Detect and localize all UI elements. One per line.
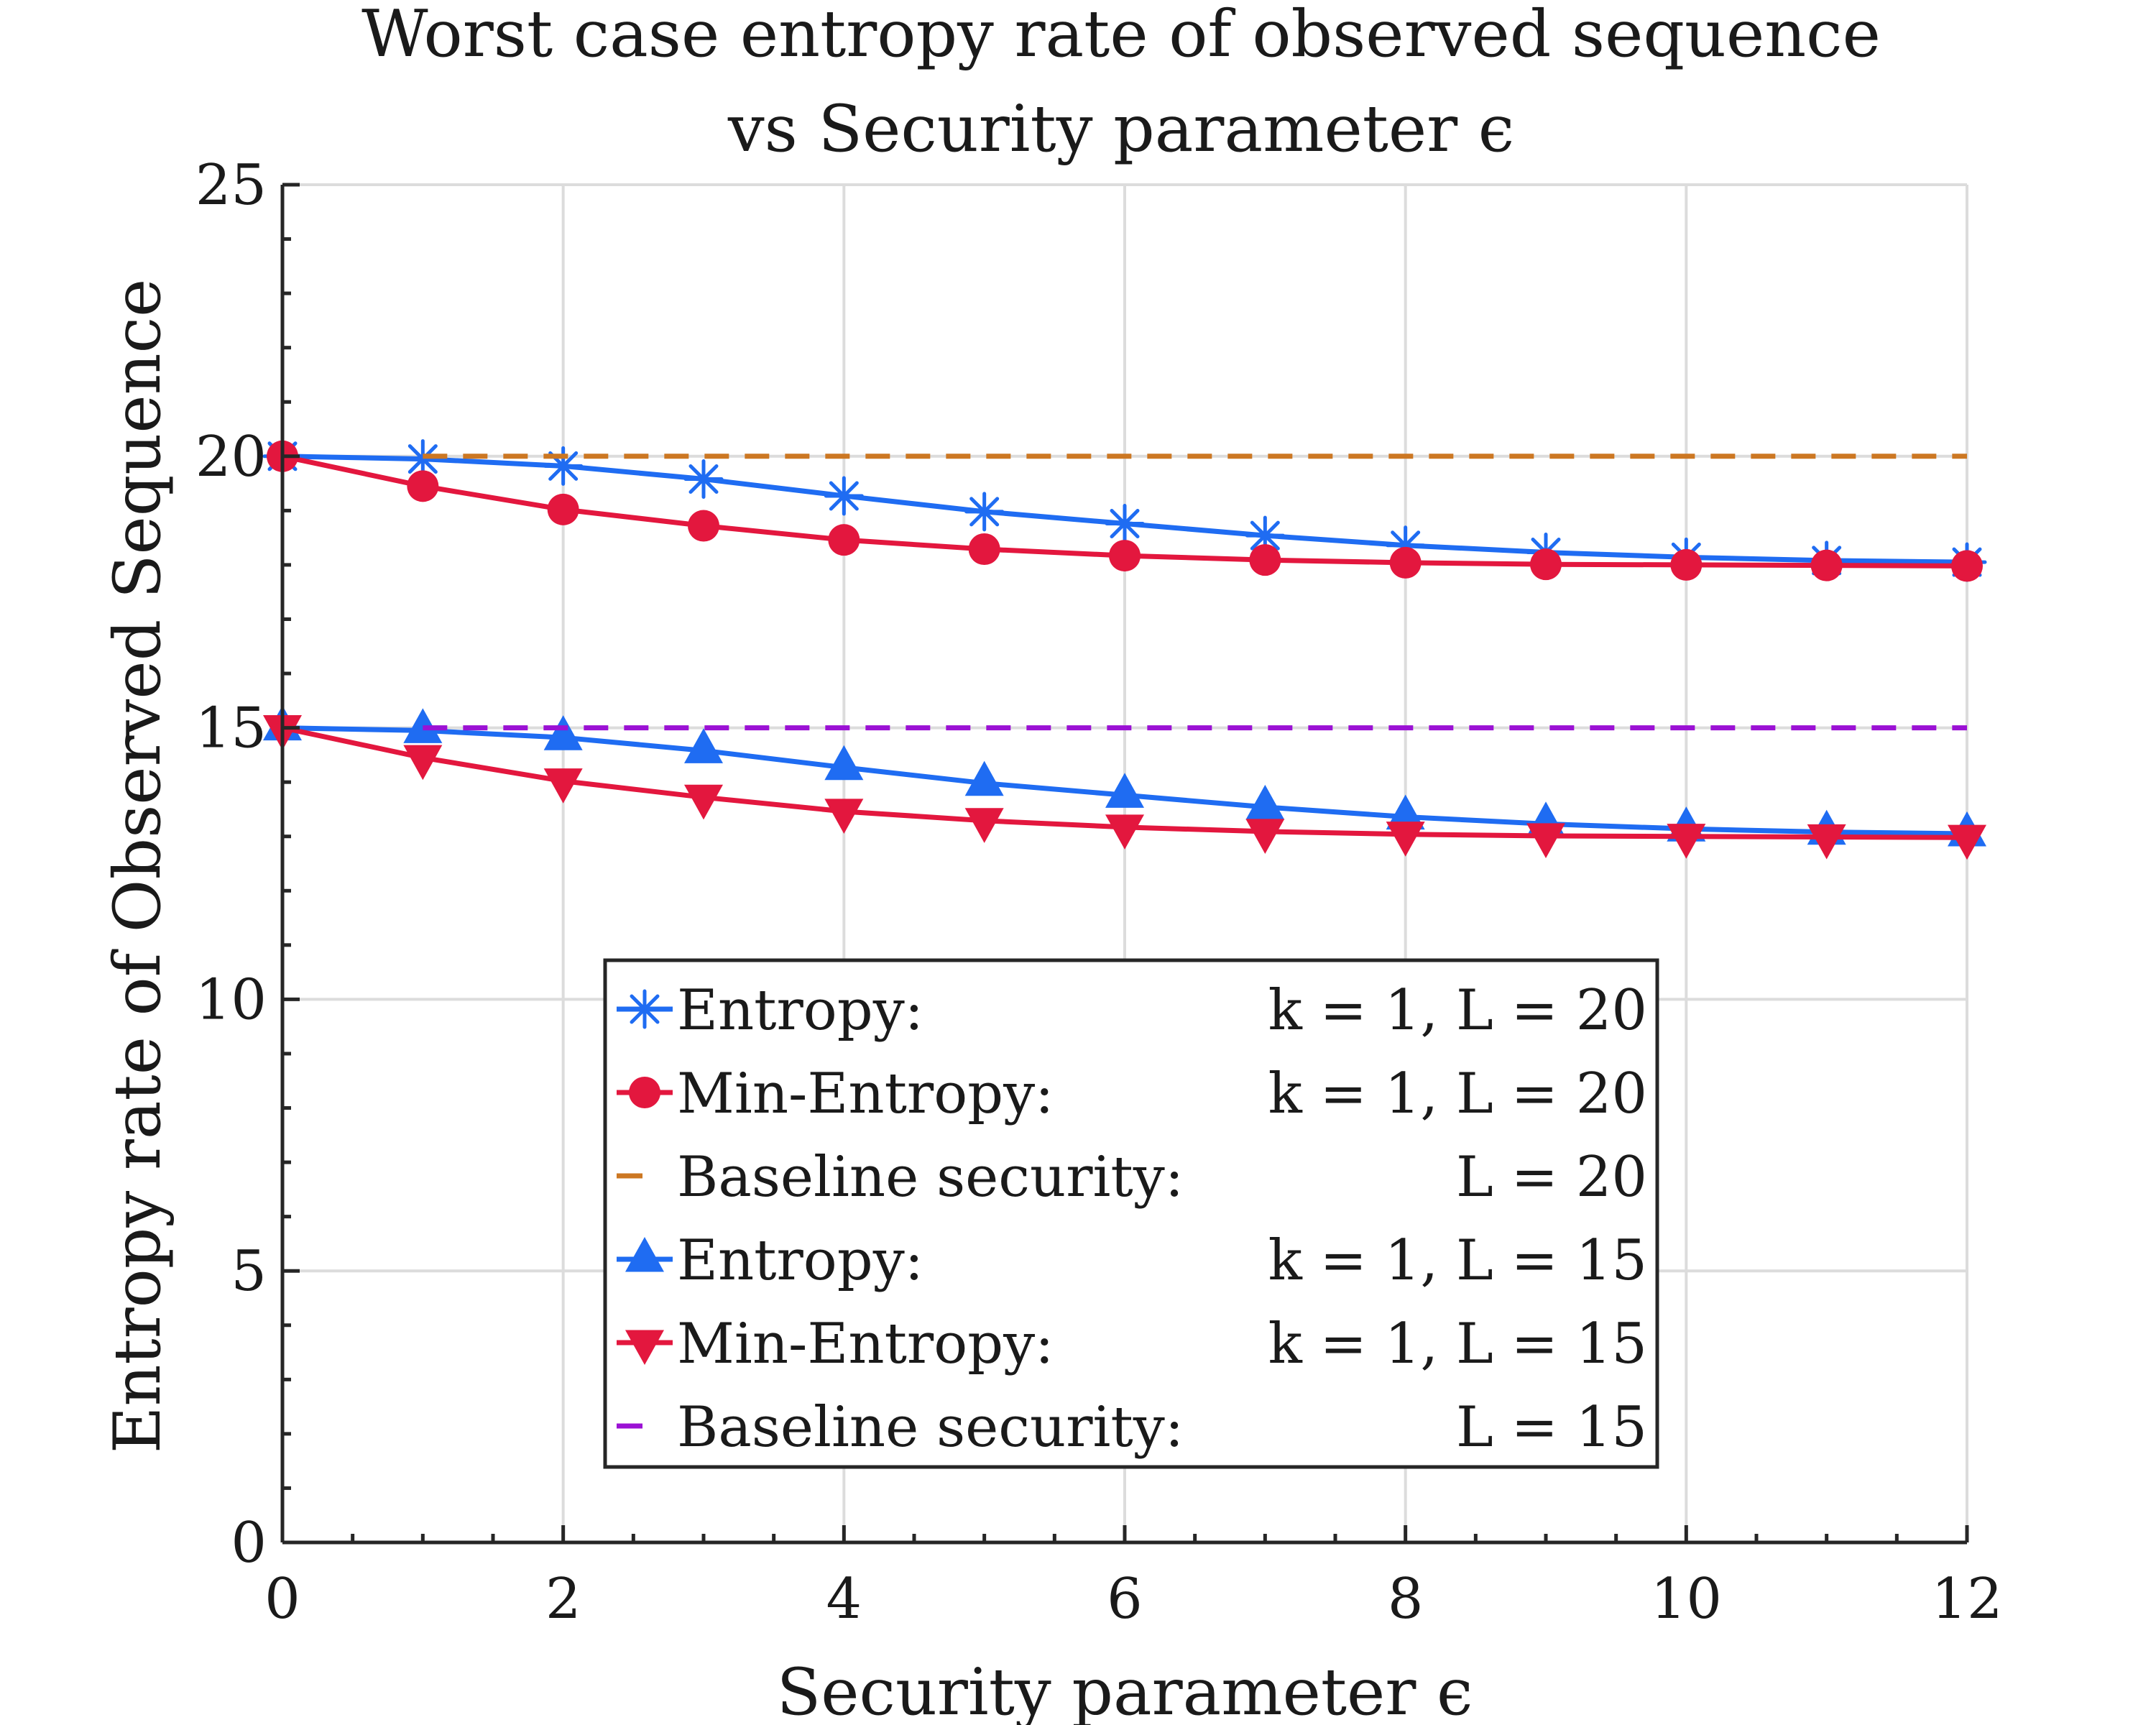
x-tick-label: 2 (545, 1567, 581, 1632)
legend-value: k = 1, L = 20 (1268, 978, 1647, 1043)
legend-value: k = 1, L = 20 (1268, 1062, 1647, 1126)
y-axis-label: Entropy rate of Observed Sequence (100, 279, 175, 1454)
legend-label: Baseline security: (677, 1145, 1184, 1210)
data-point-marker (1807, 824, 1846, 860)
data-point-marker (964, 492, 1005, 532)
legend: Entropy: k = 1, L = 20 Min-Entropy: k = 1, … (603, 958, 1659, 1469)
legend-entry-2: Baseline security: L = 20 (617, 1145, 1647, 1210)
data-point-marker (402, 439, 443, 479)
data-point-marker (824, 745, 864, 781)
legend-value: k = 1, L = 15 (1268, 1312, 1647, 1376)
legend-box (603, 958, 1659, 1469)
legend-value: k = 1, L = 15 (1268, 1228, 1647, 1293)
data-point-marker (1389, 546, 1422, 579)
legend-entry-5: Baseline security: L = 15 (617, 1395, 1647, 1460)
legend-entry-4: Min-Entropy: k = 1, L = 15 (617, 1312, 1647, 1376)
data-point-marker (1245, 515, 1285, 556)
data-point-marker (964, 760, 1004, 796)
y-tick-label: 15 (195, 696, 267, 761)
x-tick-label: 0 (264, 1567, 300, 1632)
series-layer (262, 436, 1987, 860)
data-point-marker (403, 745, 443, 781)
data-point-marker (1386, 822, 1425, 857)
data-point-marker (968, 533, 1000, 566)
legend-marker (625, 1330, 664, 1366)
legend-entry-0: Entropy: k = 1, L = 20 (617, 978, 1647, 1043)
data-point-marker (1810, 549, 1843, 581)
data-point-marker (1249, 544, 1281, 576)
y-tick-label: 5 (231, 1239, 267, 1304)
data-point-marker (684, 728, 723, 763)
data-point-marker (1105, 503, 1145, 543)
y-tick-label: 25 (195, 153, 267, 218)
legend-marker (625, 989, 665, 1029)
x-tick-label: 4 (826, 1567, 862, 1632)
data-point-marker (1948, 824, 1986, 860)
legend-label: Entropy: (677, 1228, 923, 1293)
data-point-marker (547, 493, 579, 525)
chart-title-line-2: vs Security parameter ϵ (727, 91, 1514, 167)
chart-title-line-1: Worst case entropy rate of observed sequ… (361, 0, 1881, 72)
data-point-marker (407, 470, 439, 502)
data-point-marker (824, 476, 864, 516)
y-tick-label: 10 (195, 967, 267, 1032)
series-4 (263, 715, 1986, 860)
legend-marker (625, 1236, 664, 1272)
data-point-marker (824, 799, 864, 834)
data-point-marker (688, 510, 719, 542)
data-point-marker (683, 459, 724, 500)
data-point-marker (684, 784, 723, 820)
data-point-marker (1526, 823, 1565, 859)
y-tick-label: 20 (195, 425, 267, 489)
data-point-marker (828, 524, 860, 556)
legend-label: Min-Entropy: (677, 1312, 1054, 1376)
x-tick-label: 10 (1651, 1567, 1722, 1632)
data-point-marker (1386, 794, 1425, 830)
x-tick-label: 12 (1931, 1567, 2002, 1632)
data-point-marker (1667, 824, 1706, 859)
data-point-marker (1386, 525, 1426, 566)
data-point-marker (543, 768, 583, 804)
series-1 (267, 440, 1983, 582)
data-point-marker (1951, 550, 1983, 582)
x-tick-label: 6 (1107, 1567, 1143, 1632)
legend-label: Entropy: (677, 978, 923, 1043)
legend-value: L = 15 (1456, 1395, 1647, 1460)
data-point-marker (1245, 784, 1285, 820)
data-point-marker (1245, 819, 1285, 854)
legend-marker (629, 1077, 660, 1108)
x-tick-label: 8 (1388, 1567, 1424, 1632)
data-point-marker (1670, 548, 1703, 581)
data-point-marker (1105, 773, 1144, 808)
legend-entry-1: Min-Entropy: k = 1, L = 20 (617, 1062, 1647, 1126)
data-point-marker (1105, 814, 1144, 850)
legend-value: L = 20 (1456, 1145, 1647, 1210)
data-point-marker (543, 446, 584, 486)
legend-entry-3: Entropy: k = 1, L = 15 (617, 1228, 1647, 1293)
data-point-marker (1530, 548, 1562, 581)
data-point-marker (543, 715, 583, 750)
legend-label: Min-Entropy: (677, 1062, 1054, 1126)
legend-label: Baseline security: (677, 1395, 1184, 1460)
y-tick-label: 0 (231, 1511, 267, 1576)
data-point-marker (1109, 540, 1141, 572)
data-point-marker (964, 808, 1004, 843)
axes: 0 2 4 6 8 10 12 0 5 10 15 20 25 (195, 153, 2003, 1632)
x-axis-label: Security parameter ϵ (777, 1655, 1473, 1725)
